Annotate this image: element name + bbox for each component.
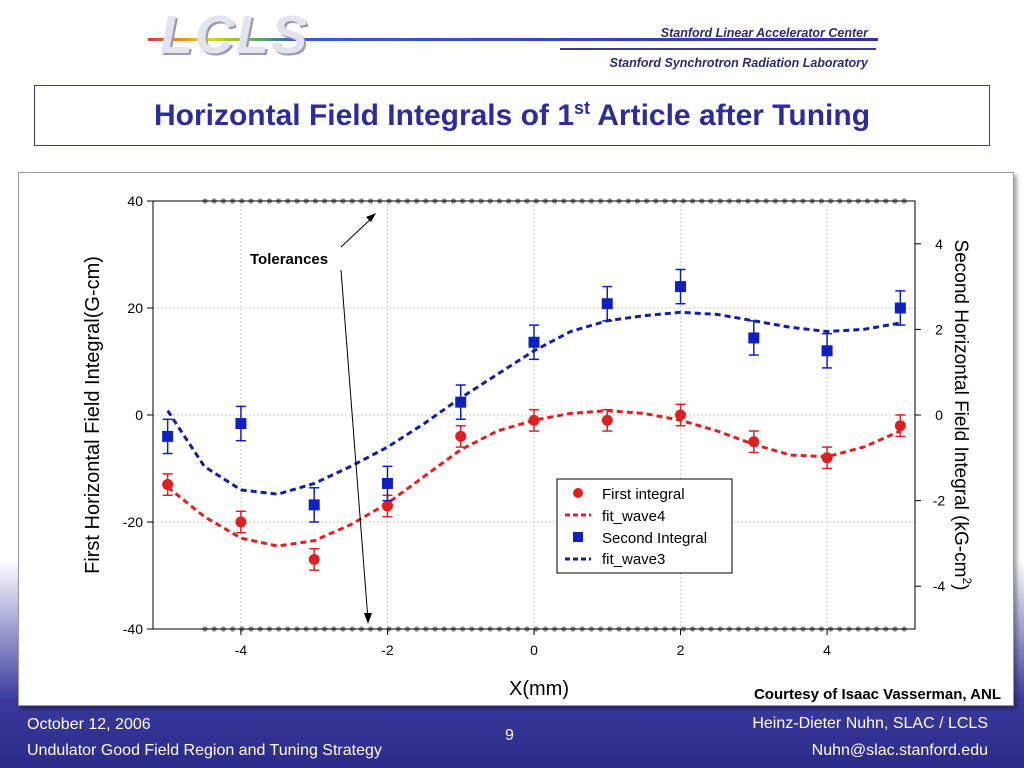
legend-label-fit-wave4: fit_wave4 — [602, 508, 665, 525]
chart-frame: -4 -2 0 2 4 -40 -20 0 20 40 -4 -2 0 2 4 X(mm) First Ho… — [18, 172, 1014, 706]
y2-tick-label: 2 — [935, 321, 943, 337]
legend-label-first-integral: First integral — [602, 486, 685, 503]
footer-email: Nuhn@slac.stanford.edu — [811, 742, 988, 759]
data-point-second-integral — [675, 281, 687, 293]
org-line-1: Stanford Linear Accelerator Center — [660, 26, 868, 40]
y2-tick-label: 4 — [935, 236, 943, 252]
title-superscript: st — [574, 98, 591, 118]
legend-label-second-integral: Second Integral — [602, 530, 707, 547]
legend-marker-second-integral — [573, 532, 583, 542]
lcls-logo: LCLS — [160, 5, 309, 65]
data-point-first-integral — [894, 420, 906, 432]
logo-stripe — [148, 38, 878, 41]
title-text-end: Article after Tuning — [590, 99, 871, 132]
data-point-first-integral — [675, 409, 687, 421]
y-axis-label: First Horizontal Field Integral(G-cm) — [82, 256, 104, 574]
data-point-first-integral — [601, 414, 613, 426]
data-point-second-integral — [235, 418, 247, 430]
series-layer — [162, 268, 906, 571]
y-tick-label: -20 — [123, 514, 143, 530]
data-point-first-integral — [821, 452, 833, 464]
slide-title: Horizontal Field Integrals of 1st Articl… — [154, 98, 870, 133]
data-point-first-integral — [235, 516, 247, 528]
x-tick-label: -2 — [381, 642, 394, 658]
footer-subtitle: Undulator Good Field Region and Tuning S… — [27, 742, 382, 759]
fit-line-fit_wave3 — [166, 310, 901, 496]
tolerance-arrowhead-up — [366, 213, 376, 222]
header-bar: LCLS Stanford Linear Accelerator Center … — [0, 0, 1024, 76]
data-point-second-integral — [381, 477, 393, 489]
tolerance-arrow-up — [340, 215, 375, 248]
x-tick-label: 0 — [530, 642, 538, 658]
y-tick-label: -40 — [123, 621, 143, 637]
data-point-first-integral — [528, 414, 540, 426]
tolerance-arrow-down — [340, 269, 369, 621]
data-point-second-integral — [601, 298, 613, 310]
credit-text: Courtesy of Isaac Vasserman, ANL — [754, 686, 1001, 703]
y2-tick-label: 0 — [935, 407, 943, 423]
y2-tick-label: -4 — [933, 578, 946, 594]
header-rule — [560, 48, 876, 50]
x-tick-label: 4 — [823, 642, 831, 658]
y-tick-label: 0 — [135, 407, 143, 423]
y2-axis-label-sup: 2 — [960, 577, 974, 584]
footer-date: October 12, 2006 — [27, 716, 151, 733]
data-point-first-integral — [308, 553, 320, 565]
x-axis-label: X(mm) — [509, 678, 569, 700]
page-number: 9 — [505, 727, 514, 744]
data-point-first-integral — [455, 430, 467, 442]
title-text-start: Horizontal Field Integrals of 1 — [153, 99, 574, 132]
title-box: Horizontal Field Integrals of 1st Articl… — [34, 85, 990, 146]
x-tick-label: -4 — [235, 642, 248, 658]
org-line-2: Stanford Synchrotron Radiation Laborator… — [609, 56, 868, 70]
y-tick-label: 20 — [127, 300, 143, 316]
y2-axis-label-main: Second Horizontal Field Integral (kG-cm — [950, 240, 971, 578]
footer-author: Heinz-Dieter Nuhn, SLAC / LCLS — [752, 715, 988, 732]
legend-label-fit-wave3: fit_wave3 — [602, 551, 665, 568]
data-point-second-integral — [455, 396, 467, 408]
data-point-second-integral — [308, 499, 320, 511]
data-point-second-integral — [528, 336, 540, 348]
data-point-first-integral — [162, 479, 174, 491]
tolerance-annotation: Tolerances — [250, 213, 376, 624]
data-point-second-integral — [821, 345, 833, 357]
tolerance-label: Tolerances — [250, 251, 328, 268]
data-point-second-integral — [162, 430, 174, 442]
y2-axis-label-end: ) — [950, 584, 971, 590]
legend: First integral fit_wave4 Second Integral… — [556, 478, 733, 574]
tolerance-arrowhead-down — [364, 613, 372, 624]
y-tick-label: 40 — [127, 193, 143, 209]
x-tick-label: 2 — [677, 642, 685, 658]
data-point-second-integral — [748, 332, 760, 344]
data-point-second-integral — [894, 302, 906, 314]
y2-axis-label: Second Horizontal Field Integral (kG-cm2… — [950, 240, 974, 591]
y2-tick-label: -2 — [933, 493, 946, 509]
legend-box — [556, 478, 733, 574]
legend-marker-first-integral — [573, 488, 583, 498]
